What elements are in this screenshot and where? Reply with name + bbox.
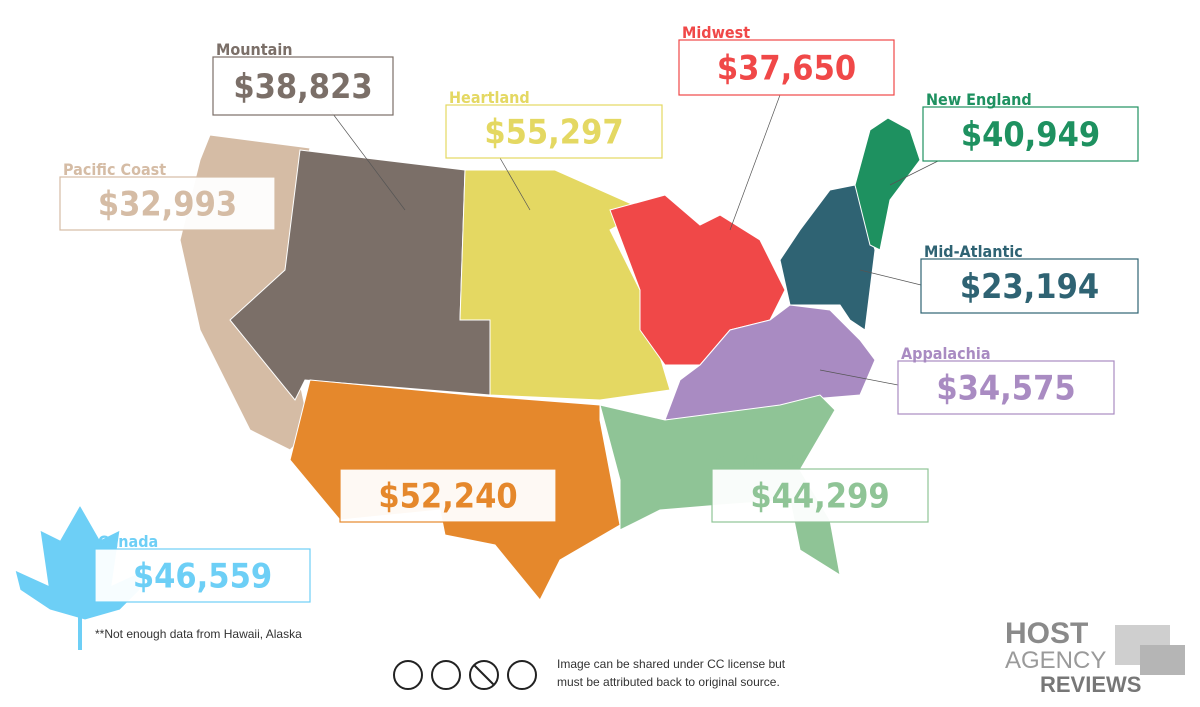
region-name: Canada xyxy=(98,532,158,551)
region-value: $52,240 xyxy=(378,477,517,517)
region-name: Mountain xyxy=(216,40,293,59)
region-name: Mid-Atlantic xyxy=(924,242,1023,261)
region-value: $44,299 xyxy=(750,477,889,517)
value-box xyxy=(445,104,663,159)
value-box xyxy=(339,468,557,523)
value-box xyxy=(711,468,929,523)
region-name: New England xyxy=(926,90,1032,109)
value-box xyxy=(678,39,895,96)
region-value: $32,993 xyxy=(98,185,237,225)
license-line: must be attributed back to original sour… xyxy=(557,675,780,689)
region-value: $55,297 xyxy=(484,113,623,153)
region-labels: Mountain $38,823 Pacific Coast $32,993 Heart… xyxy=(59,23,1139,603)
region-name: Southeast xyxy=(715,452,798,471)
region-name: Pacific Coast xyxy=(63,160,166,179)
leader-line xyxy=(729,94,781,231)
logo: HOST AGENCY REVIEWS xyxy=(1005,617,1185,697)
value-box xyxy=(94,548,311,603)
mid-atlantic-region xyxy=(779,184,876,331)
region-name: Southwest xyxy=(343,452,429,471)
region-name: Midwest xyxy=(682,23,750,42)
region-value: $34,575 xyxy=(936,369,1075,409)
leader-line xyxy=(329,109,406,211)
leader-line xyxy=(859,269,922,286)
value-box xyxy=(59,176,276,231)
region-name: Heartland xyxy=(449,88,530,107)
region-value: $37,650 xyxy=(717,49,856,89)
heartland-region xyxy=(459,169,671,401)
footnote: **Not enough data from Hawaii, Alaska xyxy=(95,627,302,641)
leader-line xyxy=(499,157,531,211)
value-box xyxy=(920,258,1139,314)
region-value: $46,559 xyxy=(133,557,272,597)
value-box xyxy=(897,360,1115,415)
value-box xyxy=(212,56,394,116)
logo-text: AGENCY xyxy=(1005,647,1106,674)
logo-text: HOST xyxy=(1005,617,1088,650)
logo-text: REVIEWS xyxy=(1040,672,1141,697)
cc-icons xyxy=(393,660,537,690)
region-value: $23,194 xyxy=(960,267,1099,307)
leader-line xyxy=(819,369,899,386)
region-name: Appalachia xyxy=(901,344,991,363)
region-value: $40,949 xyxy=(961,115,1100,155)
leader-line xyxy=(889,159,941,186)
new-england-region xyxy=(854,117,921,251)
value-box xyxy=(922,106,1139,162)
license-line: Image can be shared under CC license but xyxy=(557,657,786,671)
region-value: $38,823 xyxy=(233,67,372,107)
